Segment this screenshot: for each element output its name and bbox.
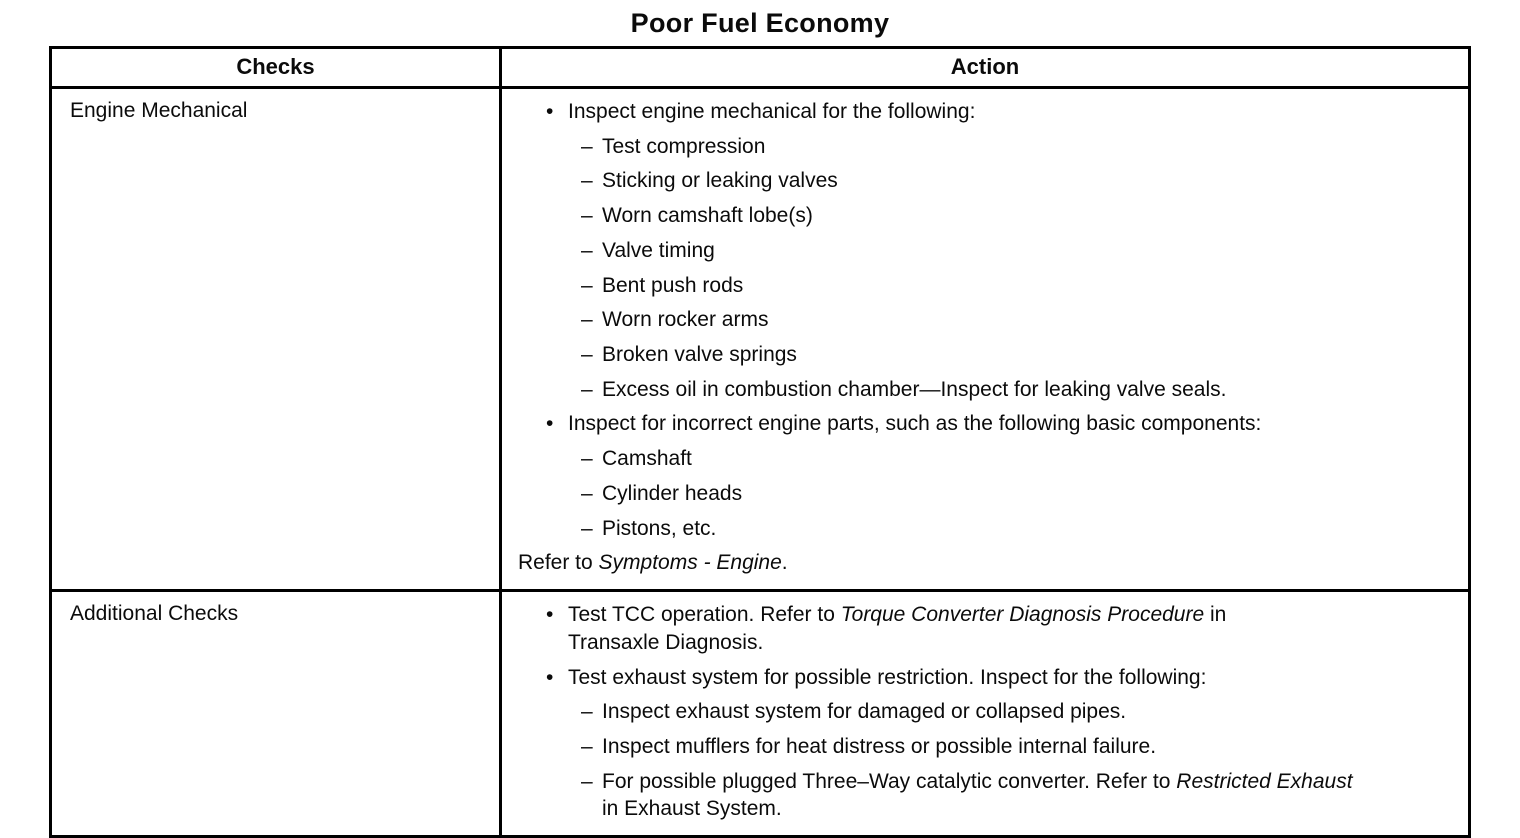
text-segment: Cylinder heads xyxy=(602,481,743,505)
action-item: • Inspect for incorrect engine parts, suc… xyxy=(510,410,1460,438)
action-item: – Test compression xyxy=(510,133,1460,161)
page-title: Poor Fuel Economy xyxy=(630,8,890,38)
action-item: – Camshaft xyxy=(510,445,1460,473)
action-cell: • Inspect engine mechanical for the follo… xyxy=(499,85,1471,593)
action-item: Refer to Symptoms - Engine. xyxy=(510,549,1460,577)
text-segment: Excess oil in combustion chamber—Inspect… xyxy=(602,377,1227,401)
text-segment: in Transaxle Diagnosis. xyxy=(568,603,1227,654)
action-item: – Inspect exhaust system for damaged or c… xyxy=(510,698,1372,726)
text-segment: Test compression xyxy=(602,134,766,158)
action-item: – Broken valve springs xyxy=(510,341,1460,369)
dash-icon: – xyxy=(581,700,593,724)
diagnosis-table: Checks Action Engine Mechanical • Inspect… xyxy=(49,46,1471,838)
text-segment: in Exhaust System. xyxy=(602,797,782,821)
action-list: • Test TCC operation. Refer to Torque Con… xyxy=(510,601,1460,823)
dash-icon: – xyxy=(581,377,593,401)
text-segment: Test TCC operation. Refer to xyxy=(568,603,841,627)
text-segment: Test exhaust system for possible restric… xyxy=(568,665,1207,689)
dash-icon: – xyxy=(581,769,593,793)
italic-text-segment: Restricted Exhaust xyxy=(1176,769,1353,793)
dash-icon: – xyxy=(581,238,593,262)
text-segment: Camshaft xyxy=(602,447,692,471)
action-list: • Inspect engine mechanical for the follo… xyxy=(510,98,1460,577)
text-segment: Inspect engine mechanical for the follow… xyxy=(568,100,976,123)
action-item: – Excess oil in combustion chamber—Inspec… xyxy=(510,376,1460,404)
action-item: • Test TCC operation. Refer to Torque Con… xyxy=(510,601,1310,656)
dash-icon: – xyxy=(581,516,593,540)
bullet-icon: • xyxy=(546,412,554,436)
italic-text-segment: Torque Converter Diagnosis Procedure xyxy=(840,603,1205,627)
dash-icon: – xyxy=(581,169,593,193)
dash-icon: – xyxy=(581,343,593,367)
dash-icon: – xyxy=(581,481,593,505)
text-segment: Broken valve springs xyxy=(602,343,797,367)
text-segment: . xyxy=(781,551,788,575)
dash-icon: – xyxy=(581,134,593,158)
text-segment: Valve timing xyxy=(602,238,715,262)
action-item: – Worn rocker arms xyxy=(510,306,1460,334)
action-item: – Pistons, etc. xyxy=(510,515,1460,543)
text-segment: Inspect for incorrect engine parts, such… xyxy=(568,412,1262,436)
dash-icon: – xyxy=(581,447,593,471)
action-item: – Bent push rods xyxy=(510,272,1460,300)
action-item: – Cylinder heads xyxy=(510,480,1460,508)
action-item: – Inspect mufflers for heat distress or p… xyxy=(510,733,1372,761)
column-header-action: Action xyxy=(499,46,1471,89)
bullet-icon: • xyxy=(546,665,554,689)
dash-icon: – xyxy=(581,308,593,332)
text-segment: Inspect mufflers for heat distress or po… xyxy=(602,734,1157,758)
column-header-checks: Checks xyxy=(49,46,502,89)
action-item: • Inspect engine mechanical for the follo… xyxy=(510,98,1460,126)
action-item: – Sticking or leaking valves xyxy=(510,167,1460,195)
italic-text-segment: Symptoms - Engine xyxy=(598,551,782,575)
text-segment: Bent push rods xyxy=(602,273,744,297)
action-item: – Valve timing xyxy=(510,237,1460,265)
text-segment: For possible plugged Three–Way catalytic… xyxy=(602,769,1177,793)
dash-icon: – xyxy=(581,734,593,758)
table-header-row: Checks Action xyxy=(49,46,1471,89)
check-label-additional-checks: Additional Checks xyxy=(49,589,502,838)
text-segment: Worn camshaft lobe(s) xyxy=(602,204,813,228)
text-segment: Pistons, etc. xyxy=(602,516,717,540)
action-item: – For possible plugged Three–Way catalyti… xyxy=(510,768,1372,823)
text-segment: Inspect exhaust system for damaged or co… xyxy=(602,700,1127,724)
table-row: Engine Mechanical • Inspect engine mechan… xyxy=(49,85,1471,593)
action-item: • Test exhaust system for possible restri… xyxy=(510,664,1310,692)
check-label-engine-mechanical: Engine Mechanical xyxy=(49,85,502,593)
bullet-icon: • xyxy=(546,603,554,627)
text-segment: Refer to xyxy=(518,551,599,575)
text-segment: Sticking or leaking valves xyxy=(602,169,838,193)
action-item: – Worn camshaft lobe(s) xyxy=(510,202,1460,230)
dash-icon: – xyxy=(581,204,593,228)
table-row: Additional Checks • Test TCC operation. R… xyxy=(49,589,1471,838)
text-segment: Worn rocker arms xyxy=(602,308,769,332)
bullet-icon: • xyxy=(546,100,554,123)
action-cell: • Test TCC operation. Refer to Torque Con… xyxy=(499,589,1471,838)
dash-icon: – xyxy=(581,273,593,297)
